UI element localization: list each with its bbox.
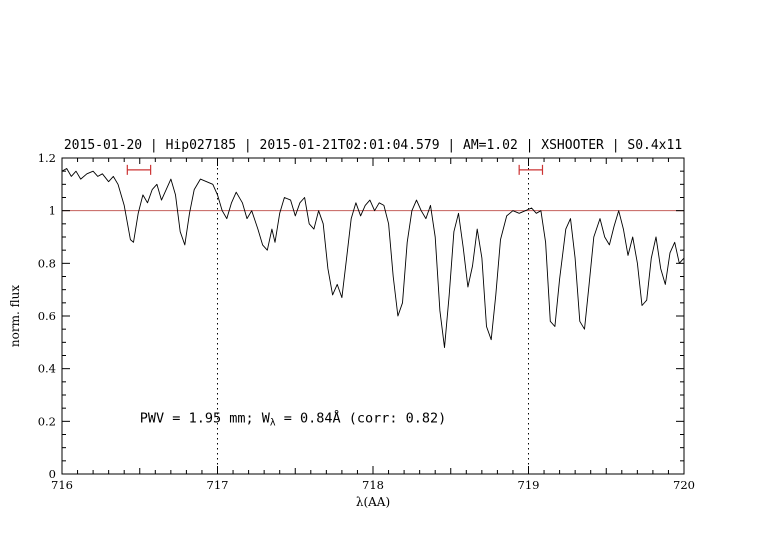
telluric-band-marker [126,164,152,175]
y-axis-label: norm. flux [8,285,22,347]
y-tick-label: 0.8 [38,256,56,270]
y-tick-label: 0.2 [38,414,56,428]
spectrum-line [61,168,685,349]
pwv-annotation-subscript: λ [270,418,276,429]
axes: 716 717 718 719 720 0 0.2 0.4 0.6 0.8 1 1.2 [38,151,695,492]
x-axis-label: λ(AA) [356,495,390,509]
plot-border [61,157,685,475]
y-tick-label: 1.2 [38,151,56,165]
x-tick-label: 716 [51,478,73,492]
x-tick-label: 717 [207,478,229,492]
data-layer [61,164,685,349]
x-tick-label: 720 [673,478,695,492]
y-tick-label: 0.6 [38,309,56,323]
pwv-annotation: PWV = 1.95 mm; Wλ = 0.84Å (corr: 0.82) [140,410,446,429]
y-tick-label: 0.4 [38,362,56,376]
telluric-band-marker [518,164,544,175]
pwv-annotation-main: PWV = 1.95 mm; W [140,411,271,427]
x-tick-label: 719 [518,478,540,492]
y-tick-label: 1 [49,204,56,218]
pwv-annotation-rest: = 0.84Å (corr: 0.82) [276,410,447,427]
y-tick-label: 0 [49,467,56,481]
plot-title: 2015-01-20 | Hip027185 | 2015-01-21T02:0… [64,138,682,153]
guide-lines [62,158,684,474]
x-tick-label: 718 [362,478,384,492]
